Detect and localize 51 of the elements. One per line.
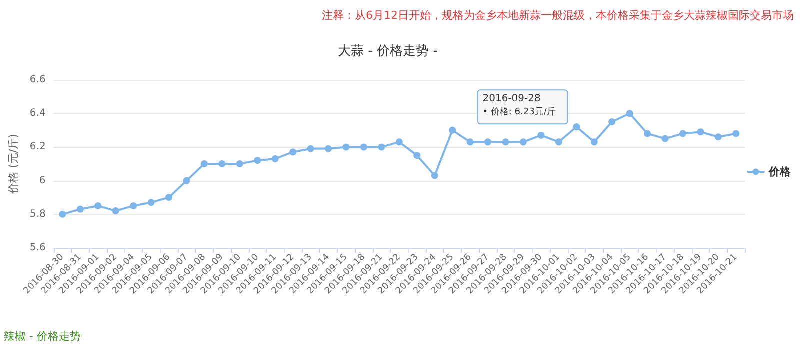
y-tick-label: 5.6 <box>30 242 46 254</box>
chart-title: 大蒜 - 价格走势 - <box>338 44 438 59</box>
point <box>555 138 562 146</box>
y-tick-label: 6 <box>39 175 46 186</box>
point <box>662 135 669 142</box>
point <box>466 138 474 146</box>
point <box>520 138 527 146</box>
point <box>76 206 84 213</box>
point <box>307 145 314 152</box>
annotation: 2016-09-28 • 价格: 6.23元/斤 <box>482 94 556 118</box>
point <box>644 130 652 138</box>
point <box>484 138 492 146</box>
text: 辣椒 - 价格走势 <box>4 330 81 343</box>
point <box>254 157 262 164</box>
point <box>183 177 190 184</box>
point <box>112 208 120 215</box>
point <box>130 202 138 210</box>
point <box>538 132 545 139</box>
point <box>414 152 421 160</box>
point <box>590 138 598 146</box>
point <box>608 118 616 126</box>
point <box>236 160 244 168</box>
y-tick-label: 5.8 <box>30 208 46 220</box>
y-tick-label: 6.4 <box>30 108 46 120</box>
point <box>679 130 686 138</box>
point <box>714 134 722 141</box>
point <box>342 144 350 151</box>
legend-label: 价格 <box>768 166 792 178</box>
point <box>59 210 66 218</box>
point <box>200 160 208 168</box>
point <box>431 172 438 180</box>
point <box>148 199 155 206</box>
point <box>290 148 297 156</box>
point <box>272 155 279 162</box>
point <box>218 160 226 168</box>
y-tick-label: 6.6 <box>30 74 46 86</box>
point <box>626 110 634 118</box>
point <box>360 144 368 151</box>
point <box>94 202 102 210</box>
point <box>449 126 456 134</box>
point <box>378 144 386 151</box>
point <box>732 130 740 138</box>
point <box>573 124 580 131</box>
point <box>396 138 403 146</box>
point <box>502 138 510 146</box>
text: 注释：从6月12日开始，规格为金乡本地新蒜一般混级，本价格采集于金乡大蒜辣椒国际交易市场 <box>322 9 794 22</box>
point <box>325 145 332 152</box>
y-tick-label: 6.2 <box>30 142 46 153</box>
point <box>697 128 704 136</box>
point <box>166 194 173 202</box>
y-axis-title: 价格 (元/斤) <box>7 134 20 195</box>
